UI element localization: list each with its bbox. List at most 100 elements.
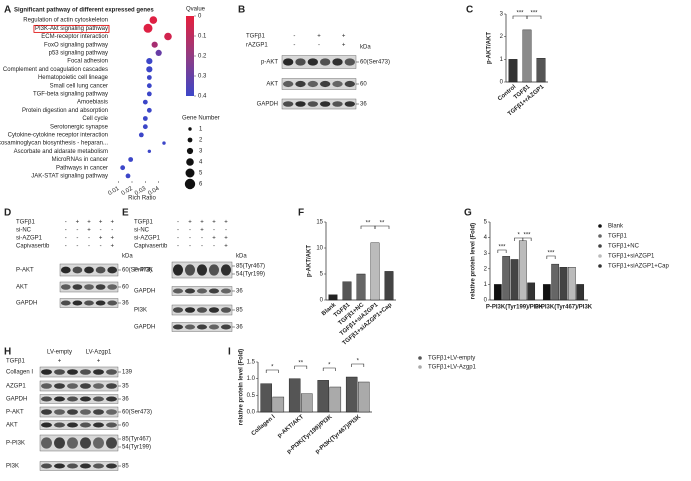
y-tick-label: 0 — [500, 80, 504, 86]
condition-sign: - — [293, 43, 295, 49]
blot-band — [208, 288, 220, 294]
dot — [142, 99, 148, 105]
bar — [551, 263, 560, 301]
legend-dot — [184, 178, 196, 190]
y-tick-label: ECM-receptor interaction — [41, 34, 108, 40]
blot-band — [220, 307, 232, 313]
sig-label: *** — [498, 245, 506, 251]
sig-label: * — [357, 359, 360, 365]
x-tick-label: 0.04 — [147, 186, 161, 197]
bar — [536, 58, 546, 83]
sig-label: ** — [298, 361, 303, 367]
condition-sign: - — [76, 244, 78, 250]
dot — [146, 83, 152, 89]
blot-band — [295, 58, 306, 66]
y-tick-label: Protein digestion and absorption — [22, 108, 108, 114]
sig-bracket — [265, 369, 279, 373]
row-label: P-AKT — [6, 410, 24, 416]
marker-label: 60(Ser473) — [122, 410, 152, 416]
legend-label: TGFβ1+siAZGP1 — [608, 254, 655, 260]
legend-dot — [188, 127, 192, 131]
marker-label: 60(Ser473) — [122, 268, 152, 274]
marker-label: 139 — [122, 370, 133, 376]
dot — [164, 32, 172, 41]
blot-band — [106, 383, 117, 389]
blot-band — [184, 288, 196, 294]
y-tick-label: 15 — [316, 220, 323, 226]
condition-sign: - — [100, 244, 102, 250]
group-label: LV-Azgp1 — [86, 350, 112, 356]
blot-band — [67, 409, 78, 415]
blot-band — [95, 284, 106, 290]
condition-sign: - — [177, 244, 179, 250]
blot-band — [208, 264, 220, 276]
legend-dot — [186, 158, 194, 166]
y-tick-label: MicroRNAs in cancer — [52, 157, 108, 163]
bar — [328, 294, 338, 301]
dot — [151, 41, 158, 48]
condition-sign: - — [100, 228, 102, 234]
blot-band — [67, 396, 78, 402]
y-tick-label: 3 — [500, 12, 504, 18]
kda-label: kDa — [360, 45, 371, 51]
y-tick-label: 1 — [484, 282, 488, 288]
bar — [288, 378, 301, 413]
condition-label: TGFβ1 — [246, 34, 265, 40]
marker-label: 85 — [122, 464, 129, 470]
blot-band — [106, 463, 117, 469]
sig-bracket — [546, 255, 556, 259]
sig-label: *** — [547, 251, 555, 257]
blot-band — [67, 383, 78, 389]
legend-marker — [418, 356, 422, 360]
condition-sign: + — [224, 244, 228, 250]
kda-label: kDa — [122, 254, 133, 260]
legend-label: TGFβ1+LV-empty — [428, 356, 475, 362]
legend-label: Blank — [608, 224, 624, 230]
colorbar-tick-label: 0.1 — [198, 34, 207, 40]
condition-sign: + — [317, 34, 321, 40]
dot — [128, 157, 134, 162]
blot-band — [106, 396, 117, 402]
bar — [567, 267, 576, 301]
y-tick-label: Focal adhesion — [67, 59, 108, 65]
y-tick-label: 2 — [500, 34, 504, 40]
row-label: AZGP1 — [6, 384, 26, 390]
y-tick-label: 0.0 — [247, 410, 256, 416]
blot-band — [67, 437, 78, 449]
dot — [146, 75, 152, 80]
condition-sign: - — [189, 244, 191, 250]
panel-letter: I — [228, 347, 231, 358]
x-tick-label: P-PI3K(Tyr199)/PI3K — [486, 305, 544, 311]
colorbar — [186, 16, 194, 96]
blot-band — [220, 324, 232, 330]
dot — [138, 132, 144, 138]
bar — [342, 281, 352, 301]
bar — [370, 242, 380, 301]
y-tick-label: Cell cycle — [82, 116, 108, 122]
sig-bracket — [351, 363, 365, 367]
legend-marker — [418, 365, 422, 369]
condition-sign: + — [87, 228, 91, 234]
condition-sign: + — [212, 220, 216, 226]
blot-band — [307, 101, 319, 107]
panel-letter: E — [122, 208, 129, 219]
row-label: PI3K — [6, 464, 19, 470]
blot-band — [54, 383, 65, 389]
blot-band — [93, 383, 104, 389]
y-axis-label: relative protein level (Fold) — [471, 223, 477, 299]
bar — [559, 267, 568, 301]
legend-marker — [598, 224, 602, 228]
condition-label: TGFβ1 — [16, 220, 35, 226]
bar — [518, 240, 527, 301]
blot-band — [54, 422, 65, 428]
condition-sign: - — [177, 220, 179, 226]
blot-band — [84, 284, 94, 290]
blot-band — [332, 80, 343, 88]
marker-label: 85 — [236, 308, 243, 314]
condition-sign: + — [97, 359, 101, 365]
condition-label: TGFβ1 — [6, 359, 25, 365]
y-tick-label: 10 — [316, 246, 323, 252]
blot-band — [107, 300, 118, 306]
condition-sign: - — [88, 236, 90, 242]
row-label: GAPDH — [134, 289, 155, 295]
